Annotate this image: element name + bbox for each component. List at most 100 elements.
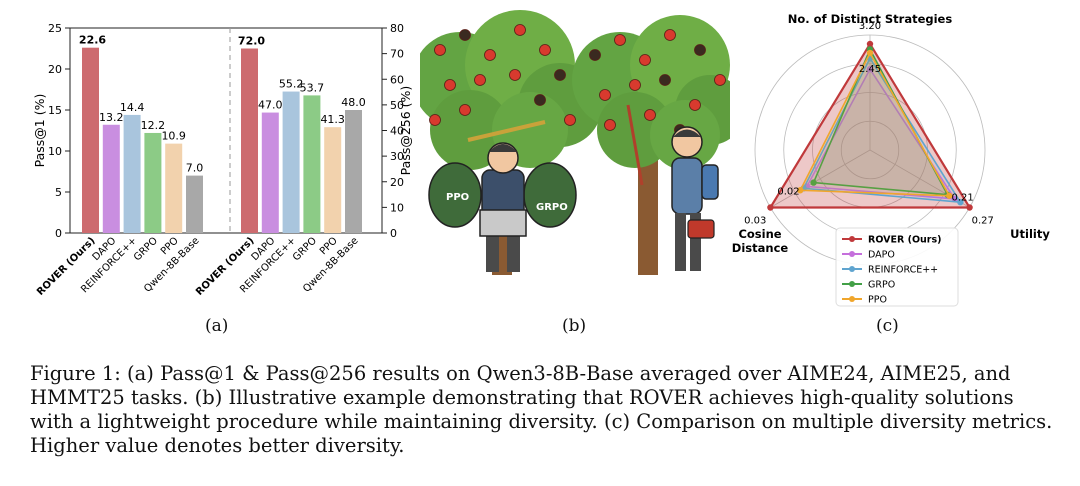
apple bbox=[444, 79, 456, 91]
apples bbox=[429, 24, 726, 136]
legend-label: GRPO bbox=[868, 280, 895, 291]
right-y-tick-label: 10 bbox=[390, 201, 404, 214]
right-y-tick-label: 40 bbox=[390, 125, 404, 138]
radar-axis-name: No. of Distinct Strategies bbox=[788, 12, 953, 26]
radar-point bbox=[957, 198, 964, 206]
apple bbox=[484, 49, 496, 61]
radar-point bbox=[946, 192, 953, 199]
legend-label: REINFORCE++ bbox=[868, 265, 938, 276]
apple bbox=[509, 69, 521, 81]
left-y-tick-label: 25 bbox=[48, 22, 62, 35]
apple bbox=[534, 94, 546, 106]
pass1-bar-0 bbox=[82, 47, 99, 234]
legend-label: ROVER (Ours) bbox=[868, 235, 941, 246]
radar-series-area bbox=[802, 56, 962, 204]
apple bbox=[459, 104, 471, 116]
pass256-bar-value-label: 48.0 bbox=[341, 96, 366, 109]
radar-point bbox=[866, 49, 874, 57]
left-y-tick-label: 5 bbox=[55, 186, 62, 199]
apple bbox=[429, 114, 441, 126]
radar-point bbox=[810, 179, 817, 186]
right-y-tick-label: 20 bbox=[390, 176, 404, 189]
left-y-tick-label: 15 bbox=[48, 104, 62, 117]
illustration-apple-trees: PPO GRPO bbox=[420, 10, 730, 275]
pass256-bar-value-label: 41.3 bbox=[320, 113, 345, 126]
radar-point bbox=[767, 204, 774, 211]
pass1-bar-value-label: 14.4 bbox=[120, 101, 145, 114]
subfigure-label-c: (c) bbox=[876, 316, 899, 336]
legend-label: DAPO bbox=[868, 250, 895, 261]
figure-caption: Figure 1: (a) Pass@1 & Pass@256 results … bbox=[30, 362, 1053, 457]
apple bbox=[639, 54, 651, 66]
legend-marker bbox=[849, 296, 855, 302]
pass256-bar-0 bbox=[241, 48, 258, 233]
radar-series-area bbox=[799, 51, 951, 197]
left-y-tick-label: 0 bbox=[55, 227, 62, 240]
radar-point bbox=[866, 40, 874, 48]
pass256-bar-value-label: 47.0 bbox=[258, 99, 283, 112]
pass1-bar-value-label: 10.9 bbox=[161, 130, 186, 143]
right-y-tick-label: 50 bbox=[390, 99, 404, 112]
apple bbox=[589, 49, 601, 61]
radar-max-label: 0.27 bbox=[972, 216, 994, 227]
pass-bar-charts: 0 5 10 15 20 25 Pass@1 (%) 0 10 20 30 40 50 60 70 80 Pas… bbox=[32, 22, 413, 298]
apple bbox=[459, 29, 471, 41]
radar-inner-label: 2.45 bbox=[859, 64, 881, 75]
radar-point bbox=[966, 204, 973, 211]
apple bbox=[689, 99, 701, 111]
radar-inner-label: 0.02 bbox=[777, 186, 799, 197]
radar-inner-label: 0.21 bbox=[951, 193, 973, 204]
pass1-bar-1 bbox=[102, 124, 120, 233]
pass1-category-label: GRPO bbox=[132, 235, 160, 263]
pass1-bar-value-label: 13.2 bbox=[99, 111, 124, 124]
apple bbox=[474, 74, 486, 86]
radar-point bbox=[797, 187, 804, 194]
pass1-bar-2 bbox=[123, 114, 141, 233]
apple bbox=[664, 29, 676, 41]
apple bbox=[644, 109, 656, 121]
pass256-bar-value-label: 72.0 bbox=[238, 35, 265, 48]
pass256-bar-value-label: 53.7 bbox=[300, 81, 325, 94]
diversity-radar-chart: 3.20 2.45 0.27 0.21 0.03 0.02 No. of Distinct … bbox=[732, 12, 1050, 307]
apple bbox=[539, 44, 551, 56]
pass1-bar-value-label: 12.2 bbox=[141, 119, 166, 132]
right-y-tick-label: 80 bbox=[390, 22, 404, 35]
apple bbox=[694, 44, 706, 56]
apple bbox=[629, 79, 641, 91]
radar-max-label: 3.20 bbox=[859, 21, 881, 32]
pass256-bar-value-label: 55.2 bbox=[279, 78, 304, 91]
pass1-bar-4 bbox=[165, 143, 183, 233]
pass256-category-label: GRPO bbox=[291, 235, 319, 263]
legend-marker bbox=[849, 236, 855, 242]
left-y-tick-label: 20 bbox=[48, 63, 62, 76]
pass256-bar-4 bbox=[324, 127, 342, 233]
apple bbox=[659, 74, 671, 86]
ppo-bag-label: PPO bbox=[446, 192, 469, 203]
left-y-tick-label: 10 bbox=[48, 145, 62, 158]
apple bbox=[714, 74, 726, 86]
left-y-axis-label: Pass@1 (%) bbox=[32, 94, 47, 168]
apple bbox=[514, 24, 526, 36]
right-y-tick-label: 60 bbox=[390, 73, 404, 86]
pass256-bar-5 bbox=[345, 110, 362, 233]
radar-point bbox=[866, 65, 874, 73]
lightweight-person-illustration bbox=[626, 104, 719, 271]
grpo-bag-label: GRPO bbox=[536, 202, 568, 213]
overloaded-person-illustration: PPO GRPO bbox=[428, 120, 577, 272]
legend-marker bbox=[849, 281, 855, 287]
apple bbox=[554, 69, 566, 81]
right-y-tick-label: 70 bbox=[390, 48, 404, 61]
pass256-bar-1 bbox=[261, 112, 279, 233]
right-y-axis-label: Pass@256 (%) bbox=[398, 86, 413, 176]
apple bbox=[434, 44, 446, 56]
pass1-bar-3 bbox=[144, 132, 162, 233]
pass1-bar-value-label: 22.6 bbox=[79, 34, 106, 47]
apple bbox=[564, 114, 576, 126]
radar-axis-name: Utility bbox=[1010, 227, 1050, 241]
right-y-tick-label: 30 bbox=[390, 150, 404, 163]
pass1-bar-value-label: 7.0 bbox=[186, 162, 204, 175]
legend-marker bbox=[849, 251, 855, 257]
right-y-tick-label: 0 bbox=[390, 227, 397, 240]
pass1-bar-5 bbox=[186, 175, 203, 233]
radar-spoke bbox=[770, 149, 871, 208]
